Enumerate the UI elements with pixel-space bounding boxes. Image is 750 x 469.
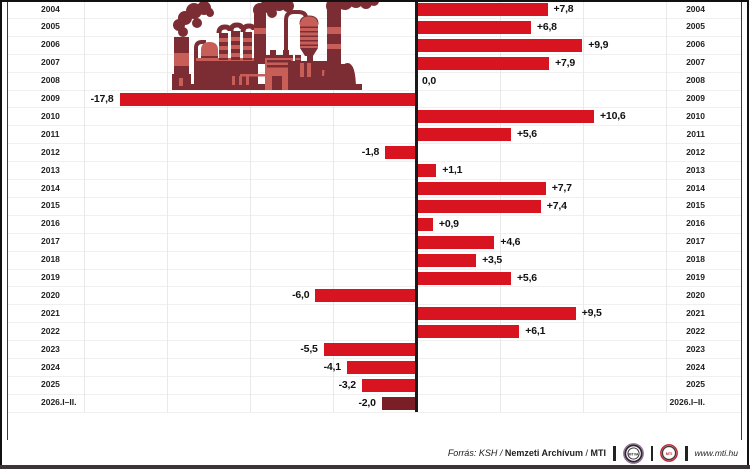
svg-text:MTI: MTI	[666, 452, 673, 456]
svg-text:MTVA: MTVA	[628, 452, 638, 456]
